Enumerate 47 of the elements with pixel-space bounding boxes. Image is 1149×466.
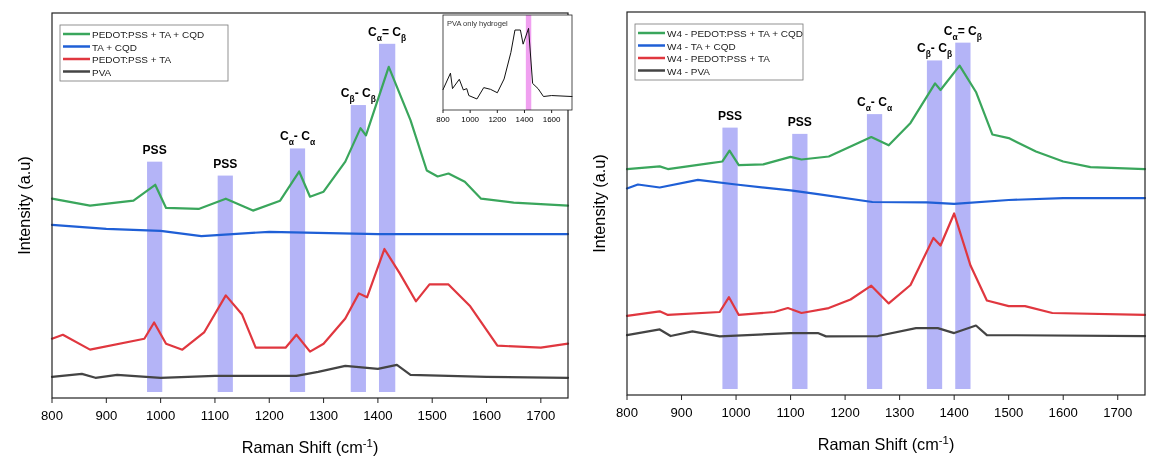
- x-tick-label: 1000: [721, 405, 751, 420]
- band-label: PSS: [717, 108, 743, 123]
- legend-label: PVA: [92, 66, 112, 78]
- legend-label: W4 - PEDOT:PSS + TA + CQD: [667, 28, 803, 39]
- x-tick-label: 1200: [488, 115, 507, 124]
- legend-label: W4 - PEDOT:PSS + TA: [667, 53, 771, 64]
- x-tick-label: 1700: [1103, 405, 1133, 420]
- y-axis-title: Intensity (a.u): [15, 156, 33, 255]
- x-tick-label: 1000: [146, 408, 176, 423]
- x-tick-label: 1600: [542, 115, 562, 124]
- band-label: C$_{β}$- C$_{β}$: [916, 41, 953, 60]
- x-tick-label: 1400: [363, 408, 393, 423]
- band-label: C$_{α}$- C$_{α}$: [279, 129, 316, 148]
- x-tick-label: 1100: [776, 405, 805, 420]
- x-tick-label: 800: [436, 115, 451, 124]
- legend-label: PEDOT:PSS + TA + CQD: [92, 29, 205, 40]
- x-axis-title: Raman Shift (cm$^{-1}$): [817, 434, 955, 453]
- x-tick-label: 900: [95, 408, 118, 423]
- legend-label: PEDOT:PSS + TA: [92, 54, 172, 65]
- x-tick-label: 1100: [200, 408, 230, 423]
- band-label: PSS: [142, 142, 167, 157]
- band-label: C$_{α}$- C$_{α}$: [856, 95, 893, 114]
- y-axis-title: Intensity (a.u): [590, 154, 608, 253]
- x-tick-label: 1400: [939, 405, 969, 420]
- x-tick-label: 900: [670, 405, 693, 420]
- x-tick-label: 1600: [471, 408, 502, 423]
- legend-label: TA + CQD: [92, 41, 137, 53]
- legend-label: W4 - TA + CQD: [667, 40, 736, 52]
- x-tick-label: 1600: [1048, 405, 1078, 420]
- band-label: C$_{β}$- C$_{β}$: [340, 86, 376, 105]
- x-tick-label: 1300: [308, 408, 339, 423]
- x-tick-label: 800: [41, 408, 63, 423]
- x-tick-label: 1200: [830, 405, 860, 420]
- band-label: C$_{α}$= C$_{β}$: [943, 23, 982, 42]
- x-tick-label: 1300: [885, 405, 915, 420]
- band-label: PSS: [213, 156, 238, 171]
- band-label: PSS: [787, 114, 812, 129]
- legend-label: W4 - PVA: [667, 65, 711, 77]
- x-tick-label: 1500: [994, 405, 1024, 420]
- band-label: C$_{α}$= C$_{β}$: [368, 24, 407, 43]
- x-tick-label: 1700: [526, 408, 556, 423]
- x-tick-label: 800: [616, 405, 638, 420]
- x-tick-label: 1200: [254, 408, 284, 423]
- x-tick-label: 1400: [515, 115, 534, 124]
- x-tick-label: 1000: [461, 115, 480, 124]
- x-axis-title: Raman Shift (cm$^{-1}$): [241, 437, 379, 456]
- x-tick-label: 1500: [417, 408, 447, 423]
